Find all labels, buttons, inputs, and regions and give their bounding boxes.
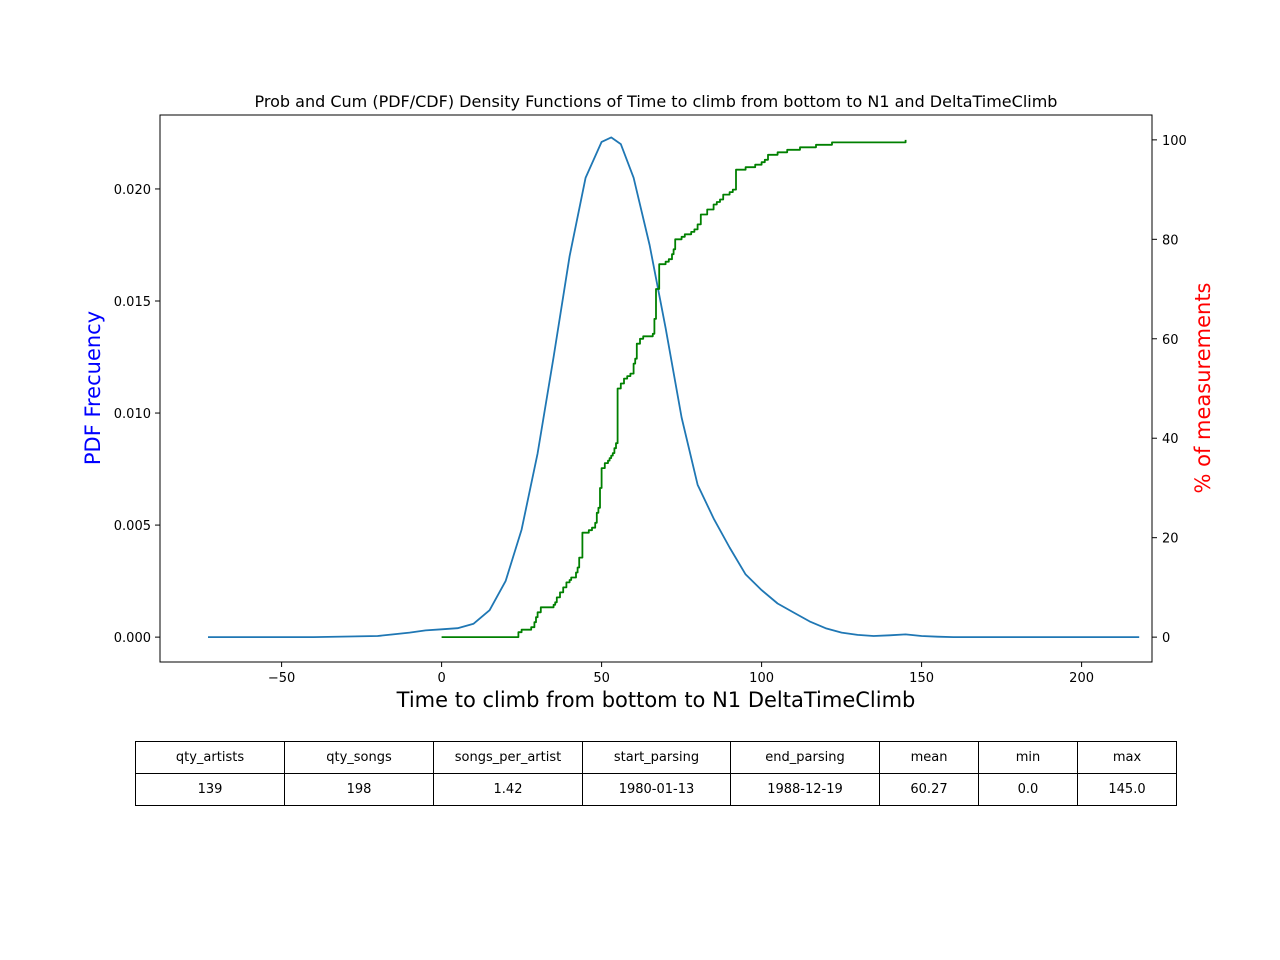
- y-left-tick-label: 0.000: [114, 631, 151, 646]
- stats-table: qty_artists qty_songs songs_per_artist s…: [135, 741, 1177, 806]
- y-left-tick-label: 0.020: [114, 183, 151, 198]
- header-min: min: [978, 741, 1078, 774]
- axes: −50 0 50 100 150 2000.0000.0050.0100.0150.020…: [114, 114, 1187, 686]
- x-tick-label: 200: [1069, 671, 1094, 686]
- plot-frame: [159, 114, 1153, 663]
- table-row: 139 198 1.42 1980-01-13 1988-12-19 60.27…: [135, 773, 1177, 806]
- value-qty-songs: 198: [284, 773, 434, 806]
- x-tick-label: 0: [437, 671, 445, 686]
- value-max: 145.0: [1077, 773, 1177, 806]
- y-right-tick-label: 0: [1162, 631, 1170, 646]
- value-end-parsing: 1988-12-19: [730, 773, 880, 806]
- x-tick-label: 100: [749, 671, 774, 686]
- value-min: 0.0: [978, 773, 1078, 806]
- y-axis-left-label: PDF Frecuency: [81, 311, 105, 465]
- y-left-tick-label: 0.015: [114, 295, 151, 310]
- header-max: max: [1077, 741, 1177, 774]
- x-tick-label: 150: [909, 671, 934, 686]
- y-right-tick-label: 100: [1162, 134, 1187, 149]
- header-start-parsing: start_parsing: [582, 741, 731, 774]
- value-mean: 60.27: [879, 773, 979, 806]
- y-right-tick-label: 40: [1162, 432, 1179, 447]
- chart-title: Prob and Cum (PDF/CDF) Density Functions…: [255, 92, 1058, 111]
- x-tick-label: 50: [593, 671, 610, 686]
- y-left-tick-label: 0.010: [114, 407, 151, 422]
- pdf-line: [208, 136, 1140, 638]
- header-end-parsing: end_parsing: [730, 741, 880, 774]
- table-header-row: qty_artists qty_songs songs_per_artist s…: [135, 741, 1177, 774]
- header-mean: mean: [879, 741, 979, 774]
- cdf-line: [441, 139, 907, 638]
- header-songs-per-artist: songs_per_artist: [433, 741, 583, 774]
- y-right-tick-label: 60: [1162, 333, 1179, 348]
- x-tick-label: −50: [268, 671, 295, 686]
- y-left-tick-label: 0.005: [114, 519, 151, 534]
- y-axis-right-label: % of measurements: [1191, 283, 1215, 494]
- value-qty-artists: 139: [135, 773, 285, 806]
- plot-area: [208, 136, 1140, 638]
- x-axis-label: Time to climb from bottom to N1 DeltaTim…: [396, 688, 916, 712]
- y-right-tick-label: 20: [1162, 532, 1179, 547]
- y-right-tick-label: 80: [1162, 233, 1179, 248]
- header-qty-songs: qty_songs: [284, 741, 434, 774]
- value-songs-per-artist: 1.42: [433, 773, 583, 806]
- header-qty-artists: qty_artists: [135, 741, 285, 774]
- value-start-parsing: 1980-01-13: [582, 773, 731, 806]
